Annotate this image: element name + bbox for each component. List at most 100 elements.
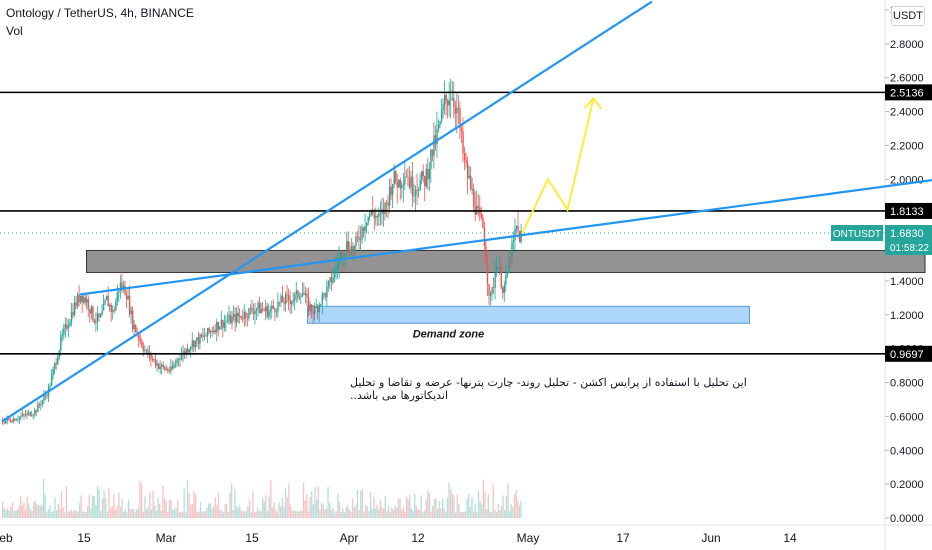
volume-bar bbox=[244, 512, 246, 518]
volume-bar bbox=[266, 510, 269, 518]
candle-body bbox=[40, 404, 42, 406]
candle-body bbox=[298, 296, 301, 298]
volume-bar bbox=[206, 507, 208, 518]
candle-body bbox=[292, 300, 294, 302]
candle-body bbox=[418, 190, 420, 191]
candle-body bbox=[372, 210, 374, 214]
candle-body bbox=[102, 303, 105, 311]
candle-body bbox=[346, 240, 348, 254]
candle-body bbox=[291, 301, 293, 305]
volume-bar bbox=[425, 499, 427, 518]
volume-bar bbox=[271, 508, 274, 518]
volume-bar bbox=[39, 505, 41, 518]
volume-bar bbox=[320, 502, 323, 518]
candle-body bbox=[161, 364, 163, 368]
candle-body bbox=[278, 301, 281, 303]
volume-bar bbox=[423, 511, 426, 518]
candle-body bbox=[72, 311, 74, 316]
volume-bar bbox=[417, 509, 419, 518]
volume-bar bbox=[275, 509, 277, 518]
volume-bar bbox=[307, 511, 310, 518]
volume-bar bbox=[6, 508, 9, 518]
volume-bar bbox=[347, 505, 349, 518]
candle-body bbox=[35, 410, 38, 412]
volume-bar bbox=[262, 497, 264, 518]
candle-body bbox=[75, 302, 77, 306]
candle-body bbox=[211, 331, 213, 333]
volume-bar bbox=[193, 491, 195, 518]
volume-bar bbox=[237, 507, 239, 518]
volume-bar bbox=[16, 509, 19, 518]
candle-body bbox=[310, 304, 313, 312]
volume-bar bbox=[54, 497, 56, 518]
volume-bar bbox=[82, 511, 84, 518]
candle-body bbox=[246, 317, 249, 319]
volume-bar bbox=[127, 499, 130, 518]
candle-body bbox=[422, 171, 424, 177]
volume-bar bbox=[299, 510, 301, 518]
volume-bar bbox=[85, 512, 87, 518]
candle-body bbox=[130, 310, 132, 315]
volume-bar bbox=[474, 503, 476, 518]
volume-bar bbox=[355, 504, 357, 518]
candle-body bbox=[32, 414, 34, 416]
volume-bar bbox=[446, 497, 449, 518]
candle-body bbox=[255, 308, 258, 311]
volume-bar bbox=[468, 494, 470, 518]
candle-body bbox=[323, 293, 325, 295]
volume-bar bbox=[235, 506, 238, 518]
volume-bar bbox=[508, 511, 511, 518]
candle-body bbox=[150, 352, 152, 359]
volume-bar bbox=[23, 502, 25, 518]
candle-body bbox=[263, 309, 265, 311]
volume-bar bbox=[8, 510, 10, 518]
volume-bar bbox=[98, 488, 100, 518]
volume-bar bbox=[175, 507, 177, 518]
volume-bar bbox=[51, 512, 53, 518]
candle-body bbox=[284, 294, 287, 304]
volume-bar bbox=[353, 506, 355, 518]
volume-bar bbox=[165, 501, 167, 518]
candle-body bbox=[509, 256, 512, 260]
candle-body bbox=[260, 308, 262, 314]
candle-body bbox=[395, 171, 397, 182]
volume-bar bbox=[49, 505, 51, 518]
volume-bar bbox=[350, 511, 352, 518]
y-tick-label: 0.4000 bbox=[890, 445, 924, 457]
candle-body bbox=[301, 292, 304, 297]
volume-bar bbox=[106, 511, 108, 518]
candle-body bbox=[468, 175, 470, 179]
volume-bar bbox=[505, 495, 507, 518]
candle-body bbox=[98, 313, 100, 318]
volume-bar bbox=[196, 511, 198, 518]
candle-body bbox=[286, 294, 288, 296]
candle-body bbox=[364, 226, 366, 232]
level-price-label: 0.9697 bbox=[890, 349, 924, 361]
candle-body bbox=[23, 414, 25, 416]
volume-bar bbox=[391, 507, 393, 518]
candle-body bbox=[344, 253, 346, 258]
candle-body bbox=[414, 189, 417, 196]
volume-bar bbox=[428, 492, 431, 518]
currency-unit-button[interactable]: USDT bbox=[891, 6, 925, 26]
x-tick-label: May bbox=[517, 531, 540, 545]
candle-body bbox=[226, 320, 229, 322]
candle-body bbox=[320, 304, 322, 306]
volume-bar bbox=[365, 505, 367, 518]
volume-bar bbox=[163, 498, 166, 518]
candle-body bbox=[205, 335, 207, 337]
volume-bar bbox=[183, 488, 185, 518]
candle-body bbox=[274, 308, 276, 313]
candle-body bbox=[142, 346, 145, 351]
candle-body bbox=[239, 315, 241, 317]
volume-bar bbox=[230, 483, 233, 518]
volume-bar bbox=[211, 508, 213, 518]
candle-body bbox=[520, 230, 522, 243]
volume-bar bbox=[441, 498, 444, 518]
volume-indicator-label[interactable]: Vol bbox=[6, 24, 23, 38]
volume-bar bbox=[34, 500, 37, 518]
candle-body bbox=[404, 176, 406, 185]
volume-bar bbox=[13, 510, 15, 518]
candle-body bbox=[168, 370, 171, 372]
